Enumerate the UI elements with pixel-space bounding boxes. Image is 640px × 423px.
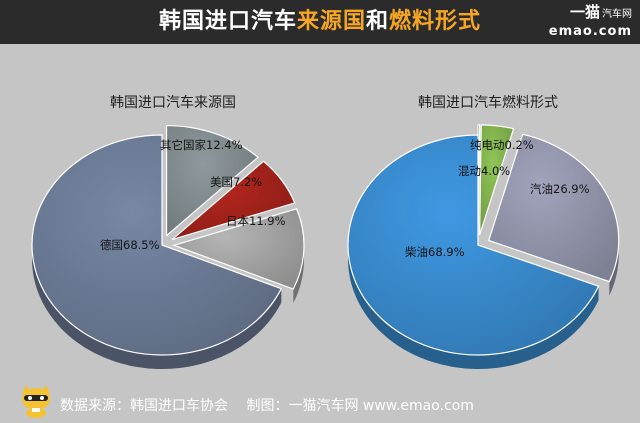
- pie-chart-fuel: 纯电动0.2% 混动4.0% 汽油26.9% 柴油68.9%: [347, 124, 620, 369]
- pie-slice-side-2: [293, 245, 304, 304]
- pie-slice-1: [171, 160, 296, 241]
- title-part-1: 韩国进口汽车: [158, 9, 297, 34]
- pie-depth-layer: [32, 245, 304, 369]
- title-part-3: 和: [366, 9, 390, 34]
- brand-domain: emao.com: [548, 24, 632, 39]
- title-part-2: 来源国: [296, 9, 366, 34]
- page-title: 韩国进口汽车来源国和燃料形式: [0, 0, 640, 44]
- slice-label-2: 汽油26.9%: [530, 182, 590, 196]
- title-part-4: 燃料形式: [389, 9, 482, 34]
- chart-title-fuel: 韩国进口汽车燃料形式: [418, 95, 558, 111]
- cat-mascot-icon: [22, 385, 50, 418]
- brand-name: 一猫: [569, 3, 600, 21]
- pie-slice-3: [31, 134, 283, 356]
- slice-label-3: 德国68.5%: [100, 238, 160, 252]
- pie-slice-0: [165, 124, 259, 237]
- pie-top-layer: [347, 124, 620, 356]
- header-bar: [0, 0, 640, 44]
- slice-label-0: 其它国家12.4%: [160, 138, 243, 152]
- pie-slice-2: [172, 208, 305, 290]
- pie-slice-2: [487, 133, 620, 283]
- slice-label-3: 柴油68.9%: [405, 245, 465, 259]
- source-note: 数据来源：韩国进口车协会 制图：一猫汽车网 www.emao.com: [60, 398, 474, 414]
- brand-logo: 一猫 汽车网 emao.com: [549, 3, 632, 40]
- slice-label-1: 混动4.0%: [458, 164, 510, 178]
- pie-top-layer: [31, 124, 305, 356]
- pie-depth-layer: [347, 240, 619, 369]
- pie-slice-side-2: [609, 240, 619, 296]
- brand-suffix: 汽车网: [602, 9, 632, 20]
- slice-label-1: 美国7.2%: [210, 175, 262, 189]
- chart-title-origin: 韩国进口汽车来源国: [110, 95, 236, 111]
- slice-label-2: 日本11.9%: [226, 214, 286, 228]
- footer: 数据来源：韩国进口车协会 制图：一猫汽车网 www.emao.com: [0, 385, 640, 423]
- pie-slice-1: [479, 124, 515, 236]
- pie-slice-3: [347, 134, 600, 356]
- pie-chart-origin: 其它国家12.4% 美国7.2% 日本11.9% 德国68.5%: [31, 124, 305, 369]
- slice-label-0: 纯电动0.2%: [470, 138, 534, 152]
